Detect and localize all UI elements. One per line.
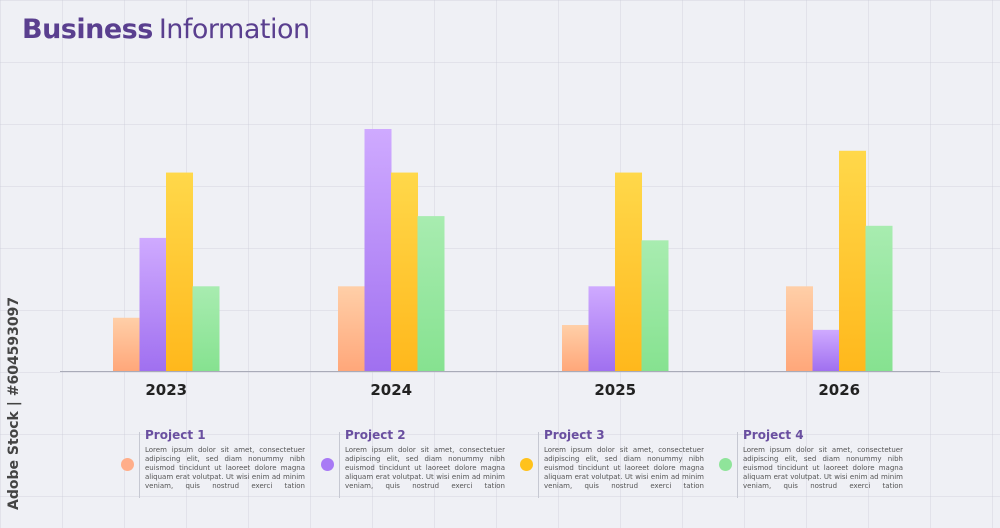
legend-dot xyxy=(719,458,732,471)
legend-name: Project 3 xyxy=(544,428,605,442)
legend-description: Lorem ipsum dolor sit amet, consectetuer… xyxy=(345,446,505,490)
x-tick-labels: 2023 2024 2025 2026 xyxy=(145,381,860,399)
legend-item-project-1: Project 1 Lorem ipsum dolor sit amet, co… xyxy=(121,428,305,498)
bar-2026-project-2 xyxy=(812,329,840,371)
legend-divider xyxy=(538,432,539,498)
x-tick-label-2024: 2024 xyxy=(370,381,412,399)
legend-description: Lorem ipsum dolor sit amet, consectetuer… xyxy=(743,446,903,490)
bar-2023-project-1 xyxy=(113,317,140,371)
bar-group xyxy=(113,129,893,371)
title-light: Information xyxy=(158,14,310,45)
bar-2024-project-1 xyxy=(338,286,365,371)
legend-dot xyxy=(321,458,334,471)
legend-name: Project 2 xyxy=(345,428,406,442)
legend-item-project-2: Project 2 Lorem ipsum dolor sit amet, co… xyxy=(321,428,505,498)
x-tick-label-2023: 2023 xyxy=(145,381,187,399)
bar-2023-project-4 xyxy=(192,286,220,371)
bar-2026-project-4 xyxy=(865,225,893,371)
legend-dot xyxy=(520,458,533,471)
bar-2023-project-3 xyxy=(166,172,193,371)
side-credit-text: Adobe Stock | #604593097 xyxy=(6,296,22,510)
bar-2026-project-1 xyxy=(786,286,813,371)
legend-description: Lorem ipsum dolor sit amet, consectetuer… xyxy=(145,446,305,490)
x-tick-label-2025: 2025 xyxy=(594,381,636,399)
bar-2025-project-1 xyxy=(562,325,589,371)
title-bold: Business xyxy=(22,14,153,45)
legend-name: Project 1 xyxy=(145,428,206,442)
legend-dot xyxy=(121,458,134,471)
bar-2025-project-3 xyxy=(615,172,642,371)
legend-divider xyxy=(737,432,738,498)
page-title: Business Information xyxy=(22,14,310,45)
legend-item-project-3: Project 3 Lorem ipsum dolor sit amet, co… xyxy=(520,428,704,498)
legend-divider xyxy=(339,432,340,498)
bar-2026-project-3 xyxy=(839,150,866,371)
bar-2024-project-4 xyxy=(417,216,445,371)
legend-item-project-4: Project 4 Lorem ipsum dolor sit amet, co… xyxy=(719,428,903,498)
bar-2023-project-2 xyxy=(139,237,167,371)
x-tick-label-2026: 2026 xyxy=(818,381,860,399)
bar-2024-project-3 xyxy=(391,172,418,371)
bar-2025-project-4 xyxy=(641,240,669,371)
bar-2025-project-2 xyxy=(588,286,616,371)
legend-divider xyxy=(139,432,140,498)
legend-description: Lorem ipsum dolor sit amet, consectetuer… xyxy=(544,446,704,490)
legend-name: Project 4 xyxy=(743,428,804,442)
bar-2024-project-2 xyxy=(364,129,392,371)
